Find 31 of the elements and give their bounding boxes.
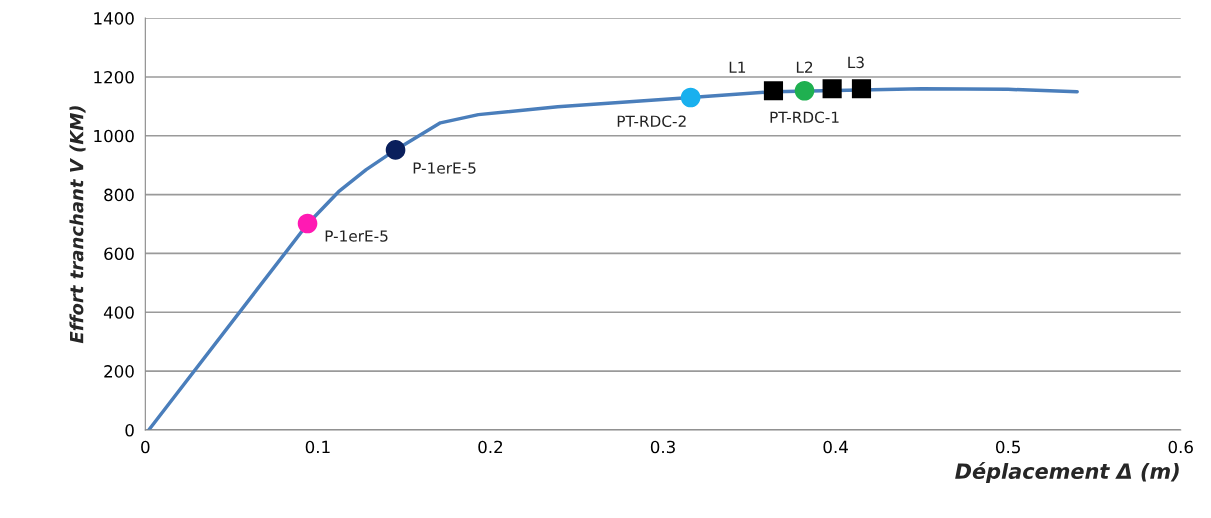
- annotation: L3: [848, 56, 864, 69]
- y-tick-label: 1400: [94, 12, 134, 25]
- annotation: PT-RDC-1: [770, 111, 839, 123]
- y-tick-label: 800: [104, 188, 134, 202]
- point: [385, 140, 406, 160]
- x-tick-label: 0.4: [823, 440, 848, 454]
- point: [297, 213, 318, 234]
- point: [794, 80, 815, 101]
- annotation: L1: [729, 61, 746, 73]
- annotation: L2: [796, 61, 813, 73]
- y-tick-label: 1200: [94, 70, 134, 84]
- x-tick-label: 0.2: [478, 440, 503, 454]
- y-tick-label: 0: [125, 423, 134, 437]
- annotation: P-1erE-5: [413, 162, 476, 174]
- point: [680, 87, 701, 108]
- x-axis-title: Déplacement Δ (m): [955, 462, 1179, 484]
- point: [822, 79, 842, 99]
- y-axis-title: Effort tranchant V (KM): [69, 106, 86, 344]
- annotation: PT-RDC-2: [617, 115, 686, 127]
- y-tick-label: 1000: [94, 129, 134, 143]
- point: [763, 81, 784, 101]
- x-tick-label: 0: [141, 440, 150, 454]
- x-tick-label: 0.3: [650, 440, 675, 454]
- x-tick-label: 0.5: [996, 440, 1020, 454]
- point: [851, 79, 872, 99]
- annotation: P-1erE-5: [325, 230, 388, 242]
- y-tick-label: 600: [104, 247, 134, 261]
- x-tick-label: 0.6: [1168, 440, 1193, 454]
- y-tick-label: 400: [103, 306, 134, 319]
- y-tick-label: 200: [104, 365, 134, 378]
- x-tick-label: 0.1: [305, 440, 330, 454]
